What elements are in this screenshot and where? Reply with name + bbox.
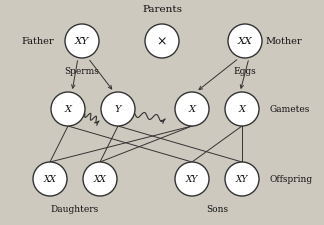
Text: Gametes: Gametes (269, 105, 309, 114)
Text: Daughters: Daughters (51, 204, 99, 213)
Circle shape (175, 162, 209, 196)
Text: X: X (189, 105, 195, 114)
Text: XY: XY (186, 175, 198, 184)
Circle shape (33, 162, 67, 196)
Circle shape (175, 93, 209, 126)
Text: XY: XY (236, 175, 248, 184)
Text: X: X (238, 105, 246, 114)
Text: X: X (64, 105, 72, 114)
Text: Y: Y (115, 105, 121, 114)
Circle shape (101, 93, 135, 126)
Circle shape (225, 162, 259, 196)
Circle shape (83, 162, 117, 196)
Circle shape (228, 25, 262, 59)
Text: Parents: Parents (142, 5, 182, 14)
Circle shape (145, 25, 179, 59)
Text: Mother: Mother (266, 37, 302, 46)
Text: Father: Father (22, 37, 54, 46)
Text: XX: XX (44, 175, 56, 184)
Text: Eggs: Eggs (234, 67, 256, 76)
Text: XY: XY (75, 37, 89, 46)
Circle shape (225, 93, 259, 126)
Text: XX: XX (94, 175, 106, 184)
Text: Offspring: Offspring (269, 175, 312, 184)
Circle shape (65, 25, 99, 59)
Text: Sons: Sons (206, 204, 228, 213)
Text: XX: XX (237, 37, 252, 46)
Text: Sperms: Sperms (64, 67, 99, 76)
Circle shape (51, 93, 85, 126)
Text: ×: × (157, 35, 167, 48)
